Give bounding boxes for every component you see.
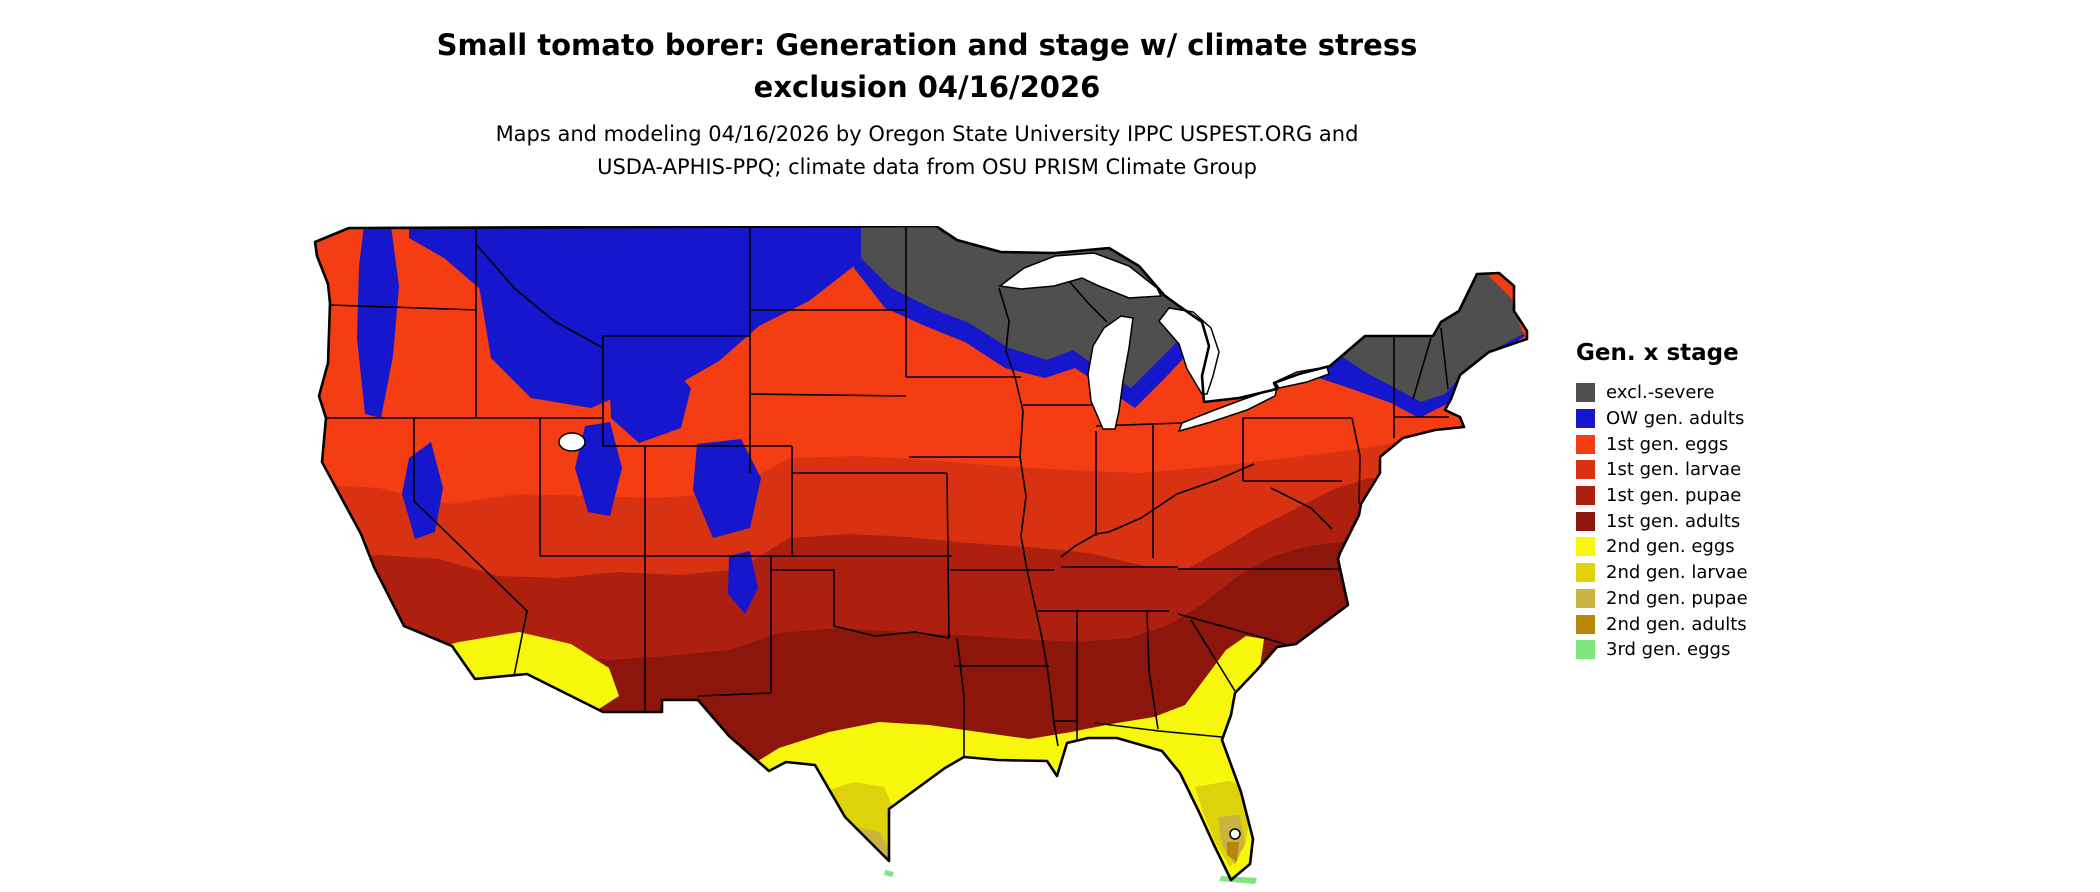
legend-item-label: 1st gen. adults xyxy=(1606,510,1741,532)
legend-item: 2nd gen. adults xyxy=(1576,611,1896,637)
lake-ontario xyxy=(1273,366,1330,389)
map-title: Small tomato borer: Generation and stage… xyxy=(0,24,1854,108)
legend-swatch xyxy=(1576,409,1595,429)
lake-michigan xyxy=(1087,315,1134,430)
legend-item: 1st gen. eggs xyxy=(1576,431,1896,457)
legend-item: 2nd gen. pupae xyxy=(1576,586,1896,612)
legend-swatch xyxy=(1576,511,1595,531)
florida-keys xyxy=(1219,876,1257,884)
region-2nd-gen-larvae xyxy=(809,781,1250,867)
legend-swatch xyxy=(1576,563,1595,583)
legend-item-label: 3rd gen. eggs xyxy=(1606,639,1731,661)
legend-swatch xyxy=(1576,460,1595,480)
region-2nd-gen-pupae xyxy=(855,815,1245,867)
legend-item-label: 2nd gen. adults xyxy=(1606,613,1747,635)
legend-item: excl.-severe xyxy=(1576,380,1896,406)
us-choropleth-map xyxy=(308,224,1530,886)
legend-swatch xyxy=(1576,640,1595,660)
us-map-svg xyxy=(313,224,1529,884)
map-subtitle-line1: Maps and modeling 04/16/2026 by Oregon S… xyxy=(495,122,1359,146)
legend-swatch xyxy=(1576,383,1595,403)
legend-item-label: 1st gen. eggs xyxy=(1606,433,1729,455)
lake-superior xyxy=(998,252,1163,299)
legend-swatch xyxy=(1576,588,1595,608)
legend-item: 1st gen. pupae xyxy=(1576,483,1896,509)
map-title-line1: Small tomato borer: Generation and stage… xyxy=(436,28,1418,62)
texas-tip-3rd-gen xyxy=(884,870,894,877)
legend-item-label: 2nd gen. larvae xyxy=(1606,562,1748,584)
legend-item: 2nd gen. larvae xyxy=(1576,560,1896,586)
legend-swatch xyxy=(1576,614,1595,634)
legend-item-label: 2nd gen. pupae xyxy=(1606,587,1748,609)
us-outline xyxy=(313,224,1529,882)
legend-item-label: OW gen. adults xyxy=(1606,408,1745,430)
legend-item: 1st gen. larvae xyxy=(1576,457,1896,483)
legend-swatch xyxy=(1576,486,1595,506)
map-title-line2: exclusion 04/16/2026 xyxy=(753,70,1101,104)
legend-swatch xyxy=(1576,537,1595,557)
legend-item: 2nd gen. eggs xyxy=(1576,534,1896,560)
legend-item-label: 1st gen. larvae xyxy=(1606,459,1742,481)
region-2nd-gen-adults xyxy=(873,842,1239,868)
region-3rd-gen-eggs xyxy=(884,870,1257,884)
lake-erie xyxy=(1177,386,1279,433)
legend-item: 3rd gen. eggs xyxy=(1576,637,1896,663)
legend-item: OW gen. adults xyxy=(1576,406,1896,432)
legend-title: Gen. x stage xyxy=(1576,340,1739,366)
state-borders xyxy=(326,226,1449,757)
map-subtitle-line2: USDA-APHIS-PPQ; climate data from OSU PR… xyxy=(597,155,1257,179)
legend: Gen. x stage excl.-severe OW gen. adults 1… xyxy=(1576,340,1896,663)
great-salt-lake xyxy=(558,432,586,452)
legend-item-label: 1st gen. pupae xyxy=(1606,485,1742,507)
legend-swatch xyxy=(1576,434,1595,454)
legend-items: excl.-severe OW gen. adults 1st gen. eggs 1… xyxy=(1576,380,1896,663)
lake-okeechobee xyxy=(1229,828,1241,840)
map-subtitle: Maps and modeling 04/16/2026 by Oregon S… xyxy=(0,118,1854,184)
legend-item-label: excl.-severe xyxy=(1606,382,1715,404)
legend-item: 1st gen. adults xyxy=(1576,508,1896,534)
legend-item-label: 2nd gen. eggs xyxy=(1606,536,1735,558)
